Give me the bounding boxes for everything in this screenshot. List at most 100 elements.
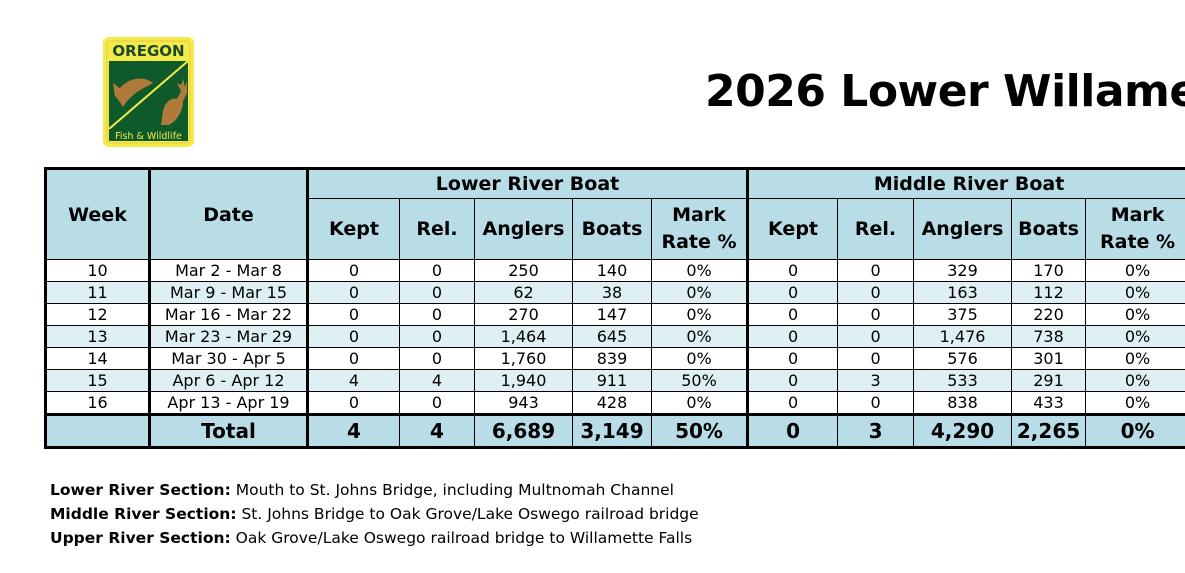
cell-lower-boats: 839 (572, 347, 652, 370)
note-label: Upper River Section: (50, 529, 231, 547)
cell-lower-anglers: 1,760 (474, 347, 573, 370)
header-week: Week (45, 168, 151, 260)
cell-lower-anglers: 250 (474, 259, 573, 282)
header-lower-boats: Boats (572, 198, 652, 260)
cell-lower-anglers: 62 (474, 281, 573, 304)
cell-total-lower-boats: 3,149 (572, 413, 652, 448)
cell-lower-kept: 0 (307, 303, 400, 326)
mark-line1: Mark (672, 204, 726, 226)
cell-middle-rel: 0 (837, 347, 915, 370)
cell-lower-boats: 147 (572, 303, 652, 326)
cell-middle-anglers: 329 (913, 259, 1013, 282)
note-label: Middle River Section: (50, 505, 237, 523)
cell-total-lower-mark-rate: 50% (650, 413, 750, 448)
header-lower-rel: Rel. (399, 198, 475, 260)
cell-middle-anglers: 375 (913, 303, 1013, 326)
cell-middle-kept: 0 (747, 369, 839, 392)
header-middle-anglers: Anglers (913, 198, 1013, 260)
mark-line2: Rate % (1100, 231, 1176, 253)
cell-middle-rel: 0 (837, 391, 915, 415)
note-label: Lower River Section: (50, 481, 231, 499)
cell-lower-rel: 0 (399, 391, 475, 415)
cell-lower-mark-rate: 0% (650, 281, 750, 304)
logo-bottom-text: Fish & Wildlife (115, 131, 182, 142)
cell-middle-boats: 738 (1011, 325, 1087, 348)
cell-middle-kept: 0 (747, 325, 839, 348)
note-lower-river: Lower River Section: Mouth to St. Johns … (50, 478, 699, 502)
note-upper-river: Upper River Section: Oak Grove/Lake Oswe… (50, 526, 699, 550)
cell-date: Apr 6 - Apr 12 (149, 369, 309, 392)
cell-lower-rel: 0 (399, 259, 475, 282)
group-header-middle-river-boat: Middle River Boat (747, 168, 1185, 199)
mark-line2: Rate % (661, 231, 737, 253)
cell-middle-kept: 0 (747, 303, 839, 326)
catch-table-container: Week Date Lower River Boat Middle River … (44, 167, 1185, 449)
cell-total-middle-anglers: 4,290 (913, 413, 1013, 448)
cell-total-middle-rel: 3 (837, 413, 915, 448)
cell-lower-boats: 645 (572, 325, 652, 348)
cell-middle-mark-rate: 0% (1085, 281, 1185, 304)
cell-middle-boats: 170 (1011, 259, 1087, 282)
cell-middle-rel: 0 (837, 259, 915, 282)
cell-lower-kept: 0 (307, 259, 400, 282)
header-lower-anglers: Anglers (474, 198, 573, 260)
cell-lower-mark-rate: 0% (650, 347, 750, 370)
cell-middle-boats: 291 (1011, 369, 1087, 392)
cell-middle-rel: 3 (837, 369, 915, 392)
cell-lower-mark-rate: 0% (650, 259, 750, 282)
header-middle-mark-rate: Mark Rate % (1085, 198, 1185, 260)
cell-total-lower-rel: 4 (399, 413, 475, 448)
cell-total-lower-anglers: 6,689 (474, 413, 573, 448)
cell-lower-kept: 4 (307, 369, 400, 392)
header-middle-boats: Boats (1011, 198, 1087, 260)
cell-lower-rel: 0 (399, 347, 475, 370)
cell-middle-mark-rate: 0% (1085, 347, 1185, 370)
logo-top-text: OREGON (112, 42, 184, 60)
cell-week: 14 (45, 347, 151, 370)
table-row: 15 Apr 6 - Apr 12 4 4 1,940 911 50% 0 3 … (45, 369, 1185, 392)
cell-lower-rel: 0 (399, 281, 475, 304)
header-middle-rel: Rel. (837, 198, 915, 260)
cell-week: 16 (45, 391, 151, 415)
cell-middle-anglers: 838 (913, 391, 1013, 415)
cell-middle-mark-rate: 0% (1085, 259, 1185, 282)
cell-lower-mark-rate: 0% (650, 391, 750, 415)
cell-middle-kept: 0 (747, 259, 839, 282)
table-row: 10 Mar 2 - Mar 8 0 0 250 140 0% 0 0 329 … (45, 259, 1185, 282)
cell-week: 10 (45, 259, 151, 282)
note-text: Mouth to St. Johns Bridge, including Mul… (230, 481, 674, 499)
cell-lower-mark-rate: 50% (650, 369, 750, 392)
cell-total-week (45, 413, 151, 448)
cell-lower-boats: 38 (572, 281, 652, 304)
cell-date: Apr 13 - Apr 19 (149, 391, 309, 415)
cell-week: 15 (45, 369, 151, 392)
cell-lower-kept: 0 (307, 391, 400, 415)
cell-middle-mark-rate: 0% (1085, 369, 1185, 392)
group-header-lower-river-boat: Lower River Boat (306, 168, 750, 199)
cell-date: Mar 23 - Mar 29 (149, 325, 309, 348)
catch-table: Week Date Lower River Boat Middle River … (44, 167, 1185, 449)
cell-date: Mar 16 - Mar 22 (149, 303, 309, 326)
section-notes: Lower River Section: Mouth to St. Johns … (50, 478, 699, 550)
header-date: Date (149, 168, 309, 260)
cell-middle-anglers: 163 (913, 281, 1013, 304)
cell-total-middle-kept: 0 (747, 413, 839, 448)
total-row: Total 4 4 6,689 3,149 50% 0 3 4,290 2,26… (45, 413, 1185, 448)
cell-lower-boats: 140 (572, 259, 652, 282)
cell-middle-rel: 0 (837, 281, 915, 304)
cell-middle-anglers: 576 (913, 347, 1013, 370)
cell-date: Mar 30 - Apr 5 (149, 347, 309, 370)
cell-total-middle-mark-rate: 0% (1085, 413, 1185, 448)
cell-lower-kept: 0 (307, 347, 400, 370)
cell-week: 12 (45, 303, 151, 326)
cell-middle-mark-rate: 0% (1085, 325, 1185, 348)
cell-lower-anglers: 270 (474, 303, 573, 326)
cell-middle-boats: 112 (1011, 281, 1087, 304)
header-middle-kept: Kept (747, 198, 839, 260)
cell-week: 11 (45, 281, 151, 304)
cell-middle-boats: 220 (1011, 303, 1087, 326)
cell-middle-boats: 301 (1011, 347, 1087, 370)
cell-lower-rel: 0 (399, 325, 475, 348)
table-row: 16 Apr 13 - Apr 19 0 0 943 428 0% 0 0 83… (45, 391, 1185, 415)
cell-lower-anglers: 943 (474, 391, 573, 415)
